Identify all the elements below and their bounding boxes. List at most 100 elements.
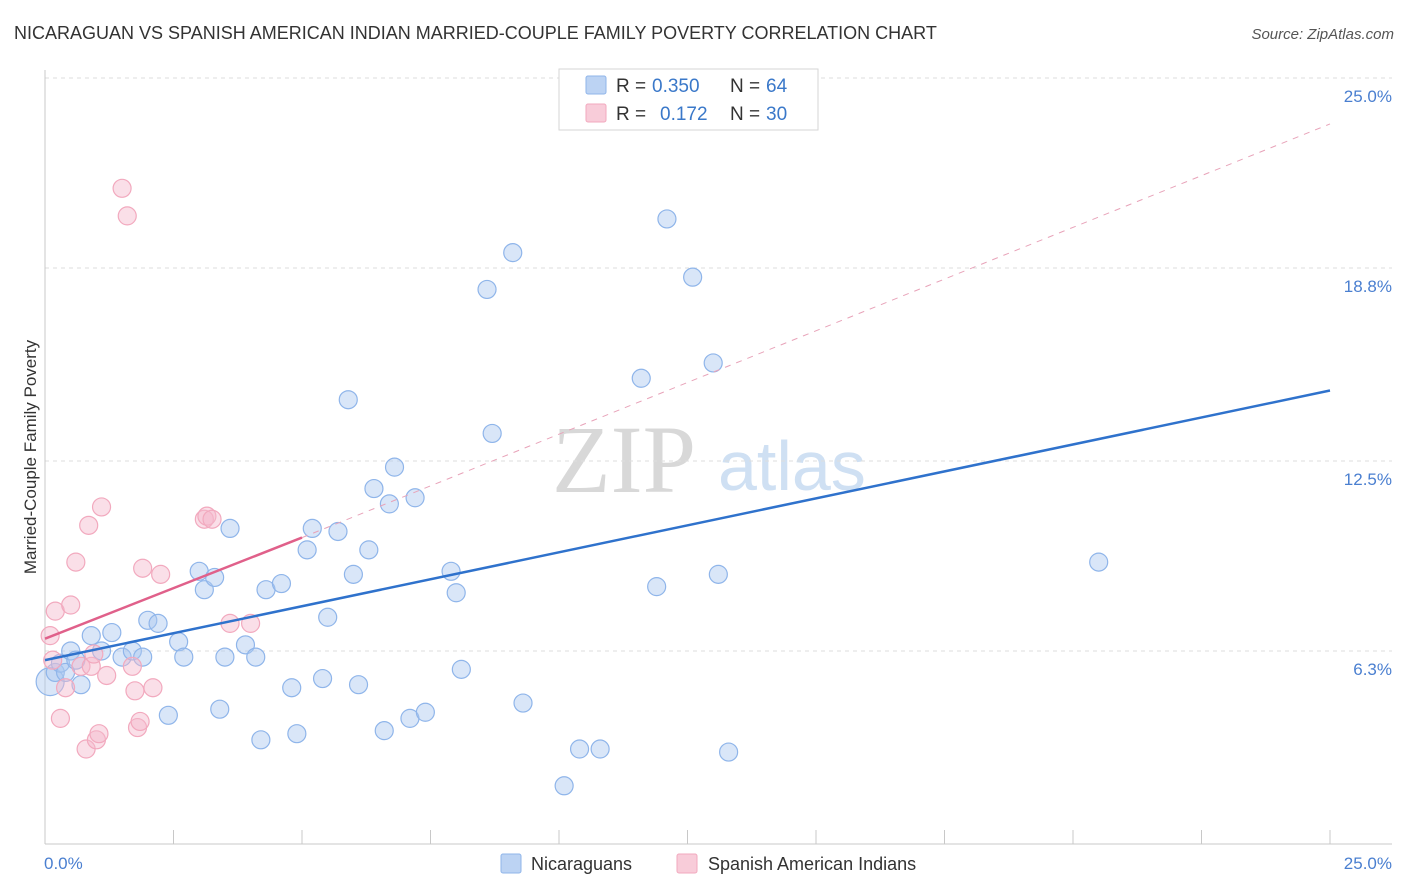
legend-swatch-nicaraguans	[585, 75, 607, 95]
legend-n-value-1: 64	[766, 76, 788, 97]
point-1-13	[89, 724, 109, 744]
point-0-28	[271, 573, 292, 594]
point-0-46	[415, 702, 435, 722]
point-0-15	[158, 705, 178, 725]
point-1-1	[43, 650, 63, 670]
point-0-42	[379, 494, 399, 514]
point-0-52	[503, 243, 523, 263]
point-1-22	[133, 558, 153, 578]
stats-legend: R = 0.350 N = 64 R = 0.172 N = 30	[558, 68, 819, 131]
point-0-57	[631, 368, 651, 388]
trend-lines	[44, 123, 1331, 662]
point-0-22	[215, 647, 235, 667]
legend-r-label-2: R =	[616, 104, 646, 125]
point-0-59	[657, 209, 677, 229]
point-0-43	[384, 457, 405, 477]
point-0-33	[312, 668, 333, 689]
point-0-24	[235, 635, 256, 655]
point-1-14	[91, 497, 112, 517]
x-axis-ticks	[44, 830, 1331, 844]
point-0-6	[71, 675, 91, 695]
legend-n-value-2: 30	[766, 104, 787, 125]
y-tick-label-1: 12.5%	[1344, 470, 1392, 489]
point-0-41	[374, 721, 394, 741]
point-0-31	[297, 540, 317, 560]
point-0-26	[251, 730, 271, 750]
point-1-4	[55, 678, 76, 698]
point-1-17	[117, 206, 137, 226]
legend-n-label-2: N =	[730, 104, 760, 125]
point-0-35	[328, 521, 348, 542]
point-0-45	[405, 488, 425, 508]
point-0-48	[446, 583, 466, 603]
series-legend-label-spanish-american-indians: Spanish American Indians	[708, 854, 916, 874]
point-1-21	[130, 711, 150, 732]
series-legend-label-nicaraguans: Nicaraguans	[531, 854, 632, 874]
point-0-1	[45, 662, 65, 683]
point-0-30	[287, 724, 307, 744]
y-tick-label-3: 25.0%	[1344, 87, 1392, 106]
y-tick-label-2: 18.8%	[1344, 277, 1392, 296]
x-tick-label-min: 0.0%	[44, 854, 83, 873]
legend-swatch-spanish-american-indians	[585, 103, 607, 123]
point-0-7	[81, 626, 101, 646]
y-axis-label: Married-Couple Family Poverty	[21, 339, 40, 574]
series-0-points	[35, 209, 1109, 796]
point-0-54	[554, 776, 574, 796]
point-0-61	[703, 353, 723, 373]
point-0-60	[683, 267, 703, 287]
point-0-23	[220, 518, 240, 539]
point-0-50	[477, 279, 497, 300]
point-1-16	[112, 178, 132, 198]
point-1-3	[50, 708, 71, 728]
point-0-32	[302, 518, 322, 539]
scatter-points	[35, 178, 1109, 796]
point-0-29	[282, 678, 302, 698]
point-0-34	[318, 607, 338, 627]
series-legend-swatch-nicaraguans	[500, 853, 522, 874]
point-0-58	[647, 577, 667, 597]
point-0-38	[348, 675, 369, 695]
point-0-63	[719, 742, 739, 762]
trend-extension-1	[301, 123, 1331, 539]
point-1-24	[151, 564, 171, 584]
point-0-56	[590, 739, 610, 759]
point-0-39	[359, 540, 379, 560]
point-1-15	[97, 665, 117, 686]
point-0-40	[364, 478, 384, 499]
chart-source: Source: ZipAtlas.com	[1251, 26, 1394, 43]
point-1-23	[143, 678, 163, 698]
point-0-51	[482, 423, 502, 444]
legend-r-label-1: R =	[616, 76, 646, 97]
point-0-37	[343, 564, 363, 584]
point-1-19	[125, 681, 145, 701]
legend-r-value-1: 0.350	[652, 76, 700, 97]
point-1-18	[122, 656, 142, 676]
point-1-25	[194, 509, 214, 529]
x-tick-label-max: 25.0%	[1344, 854, 1392, 873]
point-0-9	[102, 622, 122, 643]
point-0-14	[148, 613, 168, 633]
point-0-36	[338, 390, 358, 410]
point-0-53	[513, 693, 533, 713]
point-1-6	[66, 552, 86, 572]
y-axis-tick-labels: 6.3% 12.5% 18.8% 25.0%	[1344, 87, 1392, 679]
watermark: ZIP atlas	[552, 406, 866, 513]
point-0-19	[194, 580, 214, 600]
point-0-49	[451, 659, 471, 679]
legend-n-label-1: N =	[730, 76, 760, 97]
legend-r-value-2: 0.172	[660, 104, 708, 125]
watermark-zip: ZIP	[552, 406, 696, 513]
point-0-21	[210, 699, 230, 719]
point-1-5	[61, 595, 81, 615]
point-0-47	[441, 561, 461, 581]
series-1-points	[40, 178, 261, 759]
trend-line-0	[44, 389, 1331, 662]
point-0-64	[1089, 552, 1109, 572]
point-1-10	[81, 656, 101, 676]
series-legend: Nicaraguans Spanish American Indians	[500, 853, 916, 874]
series-legend-swatch-spanish-american-indians	[676, 853, 698, 874]
y-tick-label-0: 6.3%	[1353, 660, 1392, 679]
point-0-17	[174, 647, 194, 667]
